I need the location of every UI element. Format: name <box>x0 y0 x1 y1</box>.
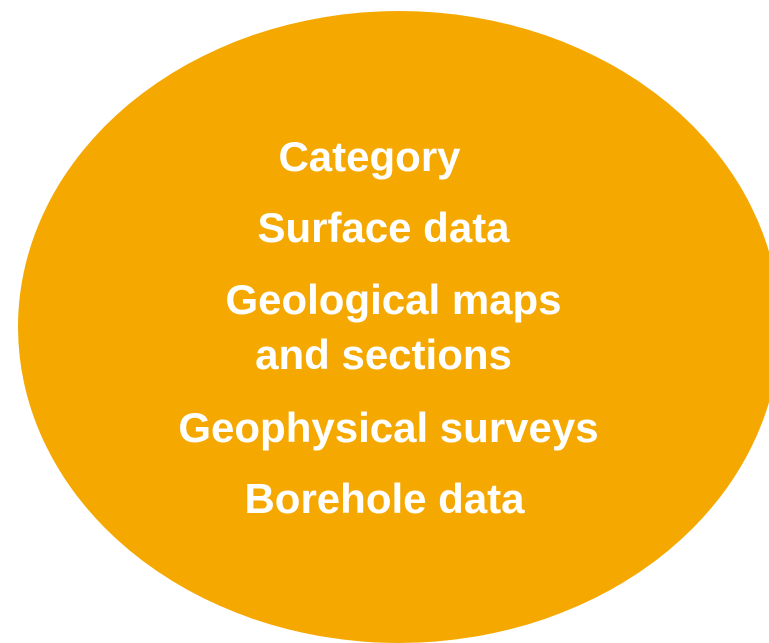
geological-sections-label: and sections <box>255 331 512 378</box>
category-ellipse <box>18 11 769 643</box>
geophysical-surveys-label: Geophysical surveys <box>178 404 599 451</box>
surface-data-label: Surface data <box>257 204 510 251</box>
category-heading: Category <box>278 133 461 180</box>
geological-maps-label: Geological maps <box>225 276 562 323</box>
borehole-data-label: Borehole data <box>244 475 525 522</box>
